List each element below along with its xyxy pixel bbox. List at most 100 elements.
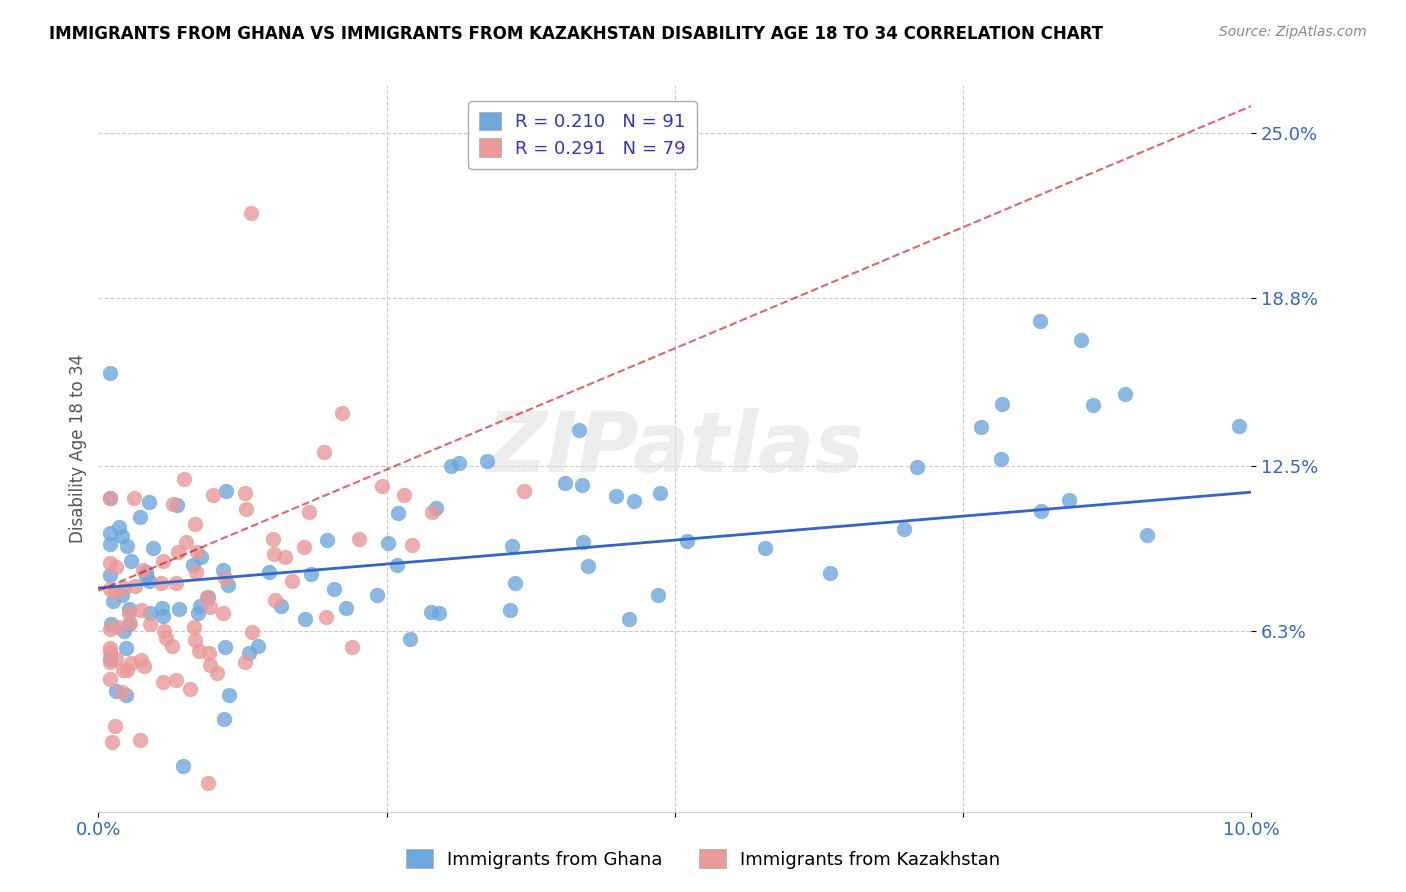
- Point: [166, 498, 188, 512]
- Point: [111, 588, 134, 602]
- Point: [312, 445, 335, 459]
- Point: [138, 574, 160, 589]
- Point: [299, 566, 322, 581]
- Point: [181, 558, 204, 572]
- Point: [152, 554, 174, 568]
- Point: [98, 491, 121, 506]
- Point: [105, 684, 128, 698]
- Point: [371, 479, 394, 493]
- Point: [233, 655, 256, 669]
- Point: [118, 607, 141, 621]
- Point: [676, 534, 699, 549]
- Point: [120, 657, 142, 671]
- Point: [240, 625, 263, 640]
- Point: [1136, 528, 1159, 542]
- Point: [235, 502, 257, 516]
- Point: [98, 366, 121, 380]
- Point: [150, 601, 173, 615]
- Point: [139, 607, 162, 621]
- Text: ZIPatlas: ZIPatlas: [486, 408, 863, 489]
- Point: [392, 488, 415, 502]
- Point: [98, 655, 121, 669]
- Point: [571, 477, 593, 491]
- Legend: R = 0.210   N = 91, R = 0.291   N = 79: R = 0.210 N = 91, R = 0.291 N = 79: [468, 101, 697, 169]
- Point: [211, 563, 233, 577]
- Point: [101, 594, 124, 608]
- Point: [330, 406, 353, 420]
- Point: [135, 569, 157, 583]
- Point: [104, 652, 127, 666]
- Point: [576, 559, 599, 574]
- Point: [298, 505, 321, 519]
- Point: [323, 582, 346, 596]
- Point: [129, 603, 152, 617]
- Point: [273, 550, 295, 565]
- Point: [240, 205, 263, 219]
- Point: [152, 608, 174, 623]
- Point: [122, 491, 145, 506]
- Point: [387, 558, 409, 572]
- Point: [134, 659, 156, 673]
- Point: [107, 619, 129, 633]
- Point: [893, 523, 915, 537]
- Point: [257, 565, 280, 579]
- Point: [165, 575, 187, 590]
- Point: [648, 485, 671, 500]
- Point: [162, 497, 184, 511]
- Point: [316, 533, 339, 548]
- Point: [270, 599, 292, 614]
- Point: [142, 541, 165, 555]
- Point: [427, 606, 450, 620]
- Point: [1029, 314, 1052, 328]
- Point: [263, 547, 285, 561]
- Point: [190, 549, 212, 564]
- Point: [115, 539, 138, 553]
- Point: [991, 396, 1014, 410]
- Point: [173, 471, 195, 485]
- Point: [1114, 386, 1136, 401]
- Point: [135, 566, 157, 580]
- Point: [120, 615, 142, 630]
- Point: [98, 537, 121, 551]
- Point: [179, 682, 201, 697]
- Point: [115, 663, 138, 677]
- Point: [98, 651, 121, 665]
- Point: [112, 581, 135, 595]
- Point: [202, 488, 225, 502]
- Point: [281, 574, 304, 588]
- Point: [217, 578, 239, 592]
- Point: [447, 457, 470, 471]
- Legend: Immigrants from Ghana, Immigrants from Kazakhstan: Immigrants from Ghana, Immigrants from K…: [398, 842, 1008, 876]
- Point: [212, 606, 235, 620]
- Point: [197, 590, 219, 604]
- Point: [754, 541, 776, 555]
- Point: [214, 571, 236, 585]
- Point: [214, 483, 236, 498]
- Point: [503, 576, 526, 591]
- Point: [195, 590, 218, 604]
- Point: [366, 588, 388, 602]
- Point: [197, 646, 219, 660]
- Point: [188, 599, 211, 614]
- Point: [155, 632, 177, 646]
- Point: [128, 509, 150, 524]
- Point: [198, 600, 221, 615]
- Point: [98, 622, 121, 636]
- Point: [124, 579, 146, 593]
- Point: [186, 545, 208, 559]
- Point: [347, 533, 370, 547]
- Point: [152, 675, 174, 690]
- Point: [617, 612, 640, 626]
- Point: [512, 483, 534, 498]
- Point: [197, 776, 219, 790]
- Point: [340, 640, 363, 655]
- Y-axis label: Disability Age 18 to 34: Disability Age 18 to 34: [69, 353, 87, 543]
- Point: [108, 520, 131, 534]
- Point: [1031, 504, 1053, 518]
- Point: [112, 624, 135, 639]
- Point: [115, 640, 138, 655]
- Point: [238, 646, 260, 660]
- Point: [818, 566, 841, 581]
- Point: [98, 556, 121, 570]
- Point: [262, 532, 284, 546]
